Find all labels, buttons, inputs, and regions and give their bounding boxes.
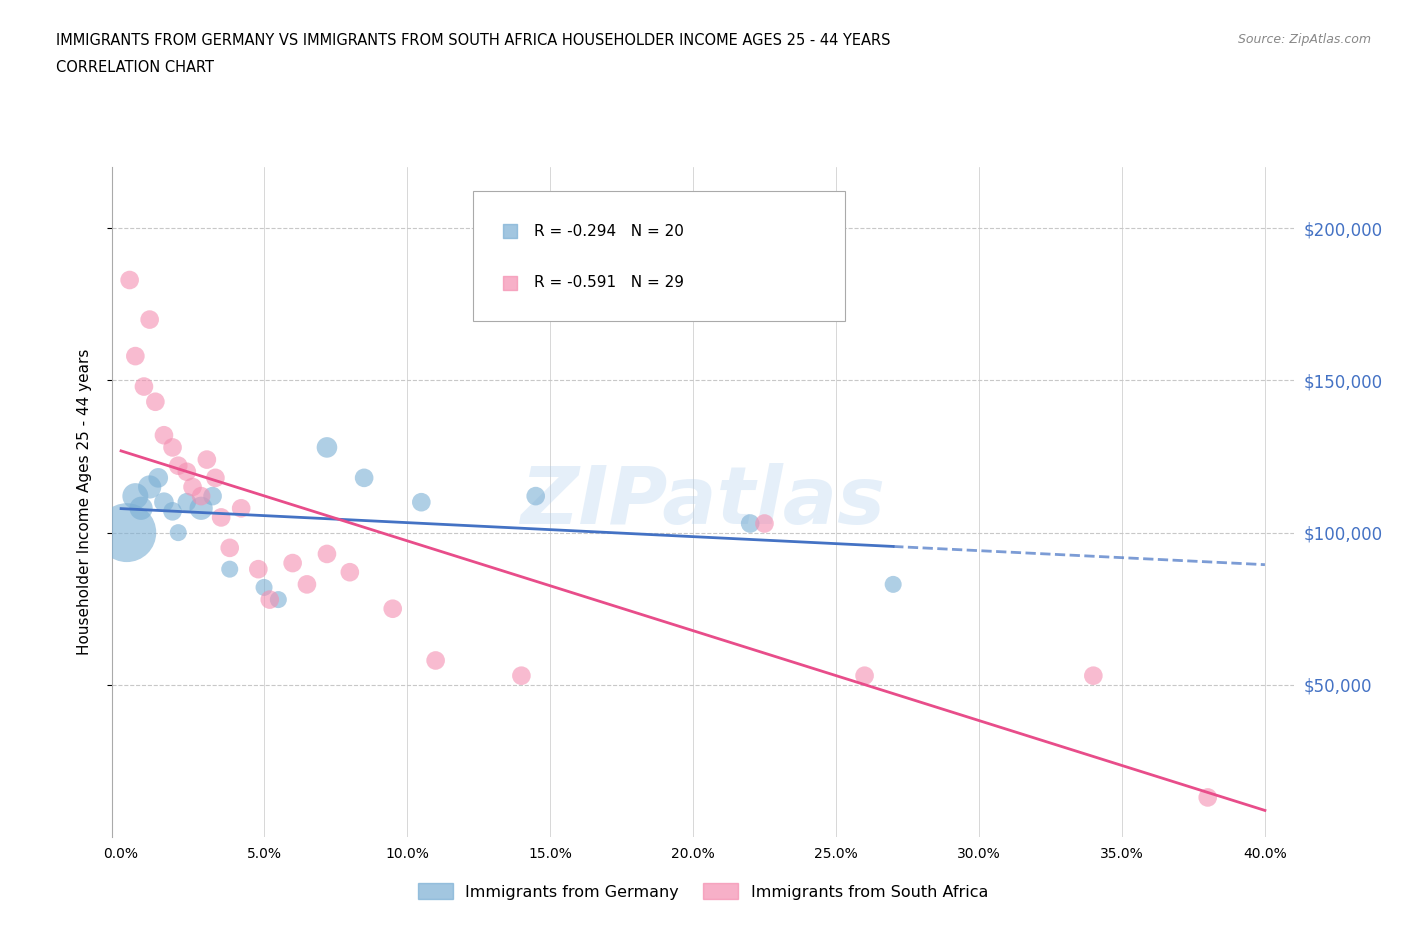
- Point: [218, 540, 240, 555]
- Point: [259, 592, 281, 607]
- Point: [1083, 669, 1105, 684]
- Text: IMMIGRANTS FROM GERMANY VS IMMIGRANTS FROM SOUTH AFRICA HOUSEHOLDER INCOME AGES : IMMIGRANTS FROM GERMANY VS IMMIGRANTS FR…: [56, 33, 891, 47]
- Point: [201, 488, 224, 503]
- Text: R = -0.294   N = 20: R = -0.294 N = 20: [534, 223, 683, 238]
- Point: [124, 488, 146, 503]
- Point: [247, 562, 270, 577]
- Point: [148, 471, 170, 485]
- Text: R = -0.591   N = 29: R = -0.591 N = 29: [534, 275, 685, 290]
- Point: [882, 577, 904, 591]
- Point: [381, 602, 404, 617]
- Point: [218, 562, 240, 577]
- Point: [353, 471, 375, 485]
- Point: [316, 547, 339, 562]
- Point: [145, 394, 167, 409]
- Point: [162, 504, 184, 519]
- Point: [176, 464, 198, 479]
- Point: [167, 525, 190, 540]
- Point: [281, 555, 304, 570]
- Point: [253, 580, 276, 595]
- Point: [853, 669, 876, 684]
- Point: [176, 495, 198, 510]
- Point: [153, 495, 176, 510]
- Point: [1197, 790, 1219, 804]
- Point: [190, 501, 212, 516]
- Legend: Immigrants from Germany, Immigrants from South Africa: Immigrants from Germany, Immigrants from…: [411, 877, 995, 906]
- Point: [295, 577, 318, 591]
- Point: [120, 830, 142, 844]
- Point: [510, 669, 533, 684]
- Text: ZIPatlas: ZIPatlas: [520, 463, 886, 541]
- Point: [190, 488, 212, 503]
- Point: [167, 458, 190, 473]
- Point: [129, 501, 152, 516]
- Text: Source: ZipAtlas.com: Source: ZipAtlas.com: [1237, 33, 1371, 46]
- Point: [138, 480, 160, 495]
- Point: [204, 471, 226, 485]
- Point: [124, 349, 146, 364]
- Point: [181, 480, 204, 495]
- Point: [754, 516, 776, 531]
- Point: [118, 272, 141, 287]
- Point: [411, 495, 433, 510]
- Point: [209, 510, 232, 525]
- Y-axis label: Householder Income Ages 25 - 44 years: Householder Income Ages 25 - 44 years: [77, 349, 91, 656]
- Point: [267, 592, 290, 607]
- Point: [153, 428, 176, 443]
- Point: [132, 379, 155, 394]
- Point: [524, 488, 547, 503]
- Point: [425, 653, 447, 668]
- Text: CORRELATION CHART: CORRELATION CHART: [56, 60, 214, 75]
- Point: [316, 440, 339, 455]
- Point: [231, 501, 253, 516]
- Point: [740, 516, 762, 531]
- Point: [120, 830, 142, 844]
- Point: [162, 440, 184, 455]
- Point: [195, 452, 218, 467]
- Point: [339, 565, 361, 579]
- Point: [138, 312, 160, 327]
- Point: [115, 525, 138, 540]
- FancyBboxPatch shape: [472, 191, 845, 322]
